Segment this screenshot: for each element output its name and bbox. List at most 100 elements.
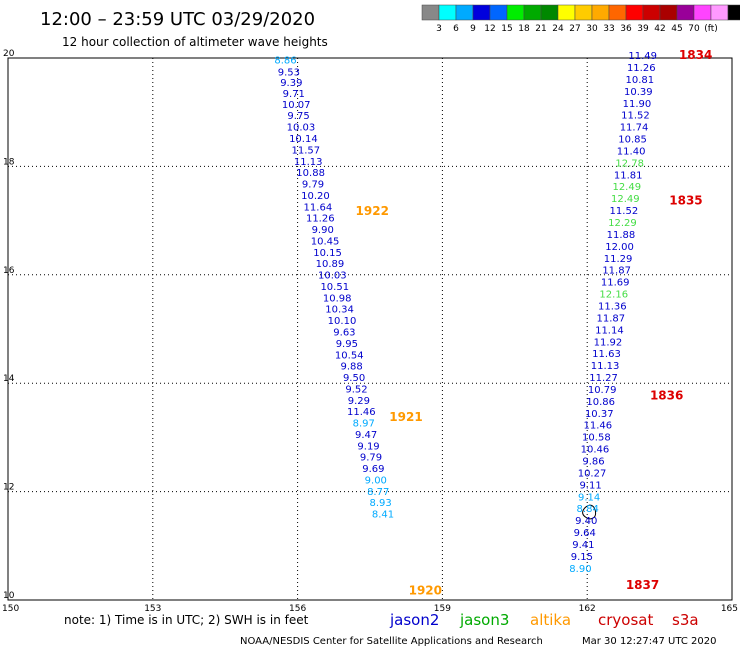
colorbar-label: 30 [586,24,598,34]
colorbar-label: 36 [620,24,632,34]
data-value-label: 10.45 [311,236,340,247]
data-value-label: 11.88 [607,230,636,241]
colorbar-label: 9 [470,24,476,34]
y-tick-label: 12 [3,483,14,493]
data-value-label: 9.11 [579,480,601,491]
data-value-label: 10.03 [287,123,316,134]
colorbar-swatch [489,4,508,21]
colorbar-swatch [506,4,525,21]
data-value-label: 10.85 [618,135,647,146]
data-value-label: 8.86 [274,55,296,66]
colorbar-swatch [608,4,627,21]
x-tick-label: 162 [579,604,596,614]
colorbar-swatch [472,4,491,21]
data-value-label: 8.77 [367,487,389,498]
data-value-label: 11.64 [304,202,333,213]
data-value-label: 10.15 [313,248,342,259]
colorbar-label: 21 [535,24,546,34]
colorbar-label: 3 [436,24,442,34]
data-value-label: 10.54 [335,350,364,361]
colorbar-swatch [421,4,440,21]
data-value-label: 9.14 [578,492,600,503]
colorbar-label: 15 [501,24,512,34]
data-value-label: 10.10 [328,316,357,327]
colorbar-label: 12 [484,24,495,34]
x-tick-label: 153 [144,604,161,614]
data-value-label: 11.52 [610,206,639,217]
data-value-label: 11.87 [602,266,631,277]
color-scale-legend: 3 6 9 12 15 18 21 24 27 30 33 36 39 42 45 70 (ft) [421,4,740,34]
pass-label: 1922 [356,204,389,218]
colorbar-label: 33 [603,24,614,34]
data-value-label: 9.64 [574,528,596,539]
data-value-label: 11.29 [604,254,633,265]
data-value-label: 9.53 [278,67,300,78]
plot-frame [7,57,733,601]
colorbar-label: 39 [637,24,649,34]
data-value-label: 9.47 [355,430,377,441]
data-value-label: 11.90 [623,99,652,110]
data-value-label: 10.98 [323,293,352,304]
data-value-label: 9.19 [357,441,379,452]
data-value-label: 9.95 [336,339,358,350]
data-value-label: 9.63 [333,328,355,339]
data-value-label: 9.75 [287,111,309,122]
data-value-label: 10.27 [578,468,607,479]
data-value-label: 9.71 [283,89,305,100]
satellite-legend: jason2 jason3 altika cryosat s3a [389,611,699,629]
colorbar-swatch [523,4,542,21]
data-value-label: 11.57 [291,145,320,156]
data-value-label: 10.03 [318,271,347,282]
data-value-label: 10.20 [301,191,330,202]
data-value-label: 11.92 [594,337,623,348]
data-value-label: 9.40 [575,516,597,527]
data-value-label: 10.34 [325,305,354,316]
data-value-label: 12.00 [605,242,634,253]
pass-label: 1834 [679,48,712,62]
colorbar-swatch [676,4,695,21]
data-value-label: 10.81 [625,75,654,86]
y-tick-label: 18 [3,157,15,167]
data-value-label: 9.52 [345,384,367,395]
x-tick-label: 156 [289,604,306,614]
x-tick-label: 150 [2,604,19,614]
data-value-label: 8.93 [369,498,391,509]
data-value-label: 10.07 [282,100,311,111]
pass-label: 1836 [650,388,683,402]
data-value-label: 10.46 [581,445,610,456]
chart-subtitle: 12 hour collection of altimeter wave hei… [62,35,328,49]
colorbar-label: 18 [518,24,530,34]
data-value-label: 11.46 [347,407,376,418]
pass-label: 1837 [626,578,659,592]
data-value-label: 11.26 [627,63,656,74]
data-value-label: 11.46 [583,421,612,432]
data-value-label: 9.29 [348,396,370,407]
colorbar-swatch [557,4,576,21]
satellite-legend-item: jason3 [459,611,509,629]
data-value-label: 10.58 [582,433,611,444]
colorbar-label: 27 [569,24,580,34]
footer-timestamp: Mar 30 12:27:47 UTC 2020 [582,636,717,647]
data-value-label: 9.90 [312,225,334,236]
colorbar-swatch [727,4,740,21]
data-value-label: 10.39 [624,87,653,98]
colorbar-swatch [591,4,610,21]
data-value-label: 11.14 [595,325,624,336]
y-tick-label: 16 [3,266,15,276]
data-value-label: 12.16 [599,290,628,301]
data-value-label: 11.52 [621,111,650,122]
data-value-label: 10.14 [289,134,318,145]
colorbar-label: 42 [654,24,665,34]
data-value-label: 9.88 [341,362,363,373]
footer-note: note: 1) Time is in UTC; 2) SWH is in fe… [64,613,309,627]
x-tick-label: 165 [721,604,738,614]
plot-area: 150 153 156 159 162 1651012141618208.869.539.… [2,48,738,614]
data-value-label: 12.29 [608,218,637,229]
x-tick-label: 159 [434,604,451,614]
data-value-label: 10.79 [588,385,617,396]
colorbar-swatch [642,4,661,21]
colorbar-swatch [710,4,729,21]
colorbar-swatch [455,4,474,21]
data-value-label: 10.89 [316,259,345,270]
